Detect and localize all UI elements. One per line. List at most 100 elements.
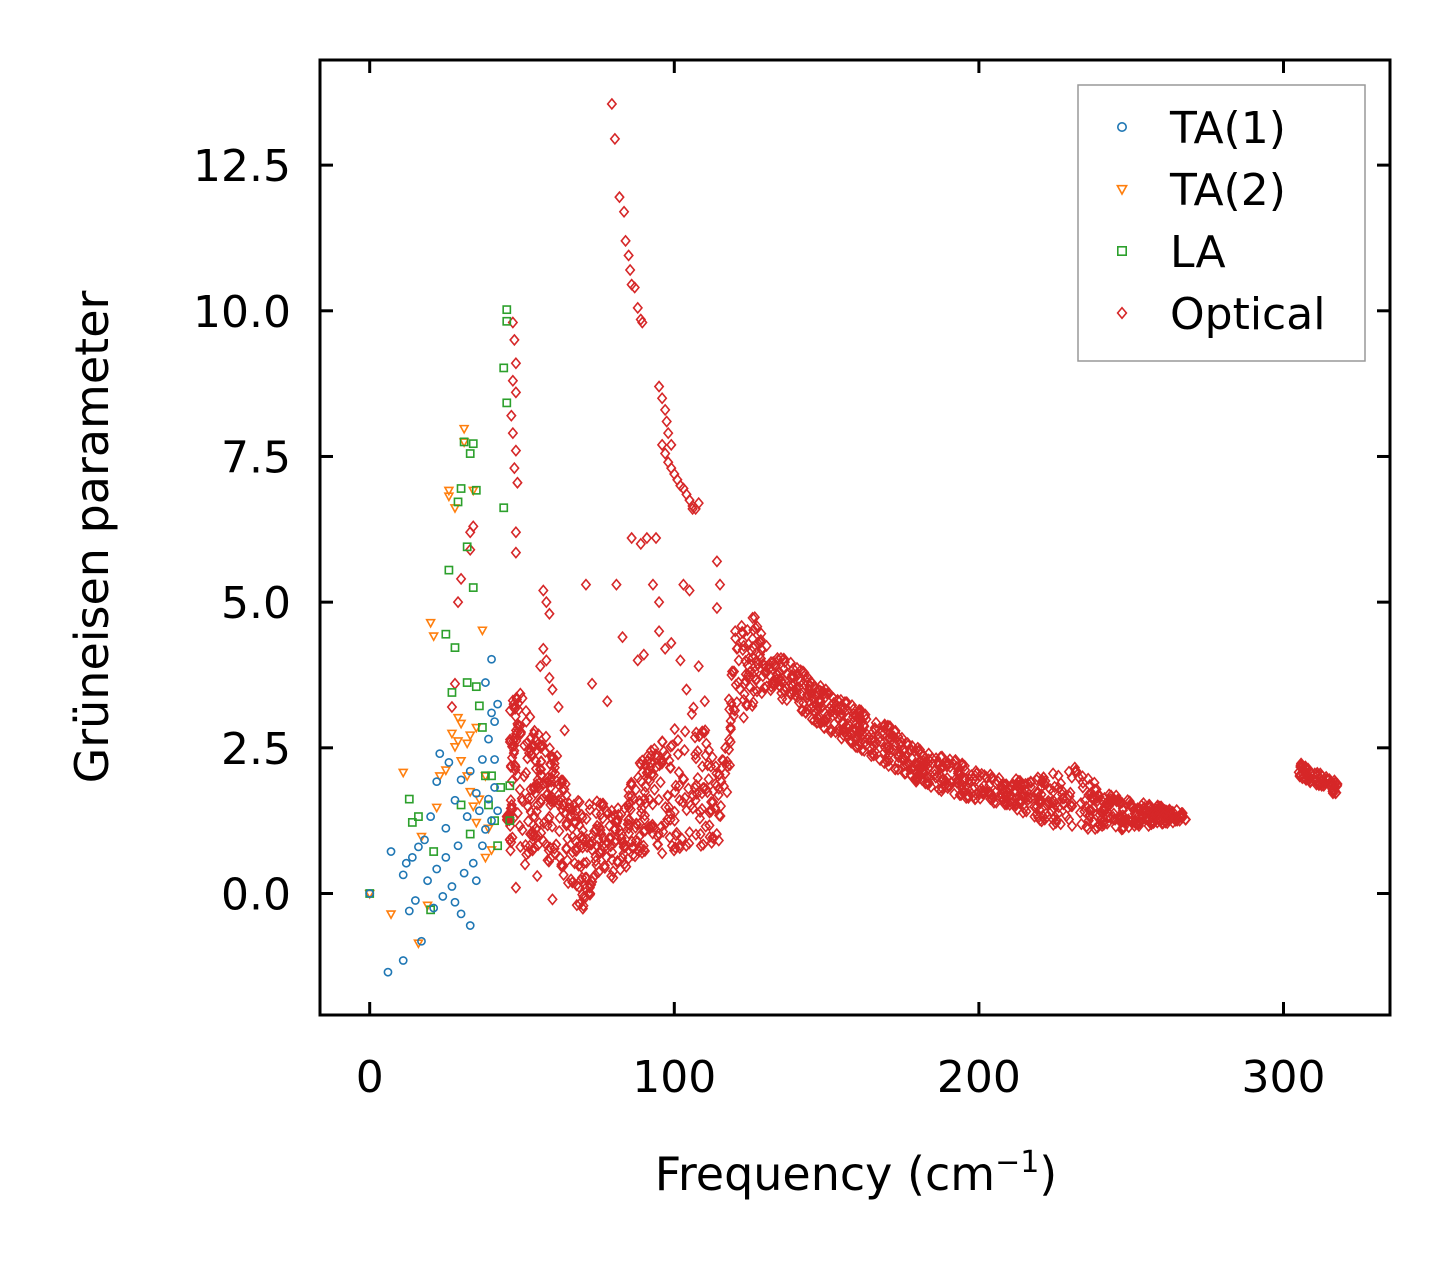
marker-ta-2 (455, 719, 467, 730)
marker-ta-1 (471, 788, 481, 798)
marker-optical (741, 697, 753, 711)
marker-optical (772, 651, 783, 665)
marker-optical (713, 834, 725, 847)
marker-optical (622, 813, 634, 827)
marker-la (429, 847, 439, 856)
marker-ta-2 (480, 853, 491, 864)
marker-optical (808, 680, 820, 693)
marker-optical (796, 704, 807, 717)
marker-optical (661, 749, 672, 762)
marker-optical (591, 795, 603, 808)
marker-optical (508, 739, 519, 752)
marker-optical (578, 877, 590, 891)
marker-optical (923, 777, 935, 790)
marker-optical (684, 826, 695, 839)
marker-ta-2 (446, 729, 458, 740)
marker-optical (828, 701, 839, 715)
marker-la (453, 497, 463, 507)
marker-optical (1101, 817, 1113, 830)
marker-optical (609, 132, 621, 146)
marker-optical (711, 767, 722, 780)
marker-optical (1091, 791, 1103, 805)
marker-optical (1108, 807, 1120, 820)
marker-optical (671, 826, 682, 840)
marker-optical (829, 717, 840, 730)
marker-optical (969, 781, 980, 794)
marker-optical (606, 845, 618, 859)
marker-optical (612, 802, 624, 815)
marker-optical (523, 846, 534, 859)
marker-optical (766, 676, 778, 689)
marker-optical (937, 759, 948, 773)
marker-optical (623, 249, 634, 262)
marker-ta-1 (450, 897, 460, 907)
marker-optical (581, 856, 592, 869)
marker-optical (862, 733, 873, 746)
marker-optical (639, 792, 650, 806)
marker-optical (1046, 805, 1057, 818)
marker-optical (866, 749, 877, 763)
marker-optical (755, 636, 766, 649)
marker-optical (1013, 779, 1024, 792)
marker-optical (663, 754, 675, 767)
marker-la (474, 701, 484, 711)
marker-optical (633, 794, 645, 808)
marker-optical (603, 831, 615, 845)
marker-optical (535, 796, 546, 809)
marker-la (456, 484, 466, 493)
marker-ta-1 (487, 816, 496, 826)
marker-optical (506, 409, 517, 422)
marker-ta-2 (385, 910, 397, 920)
marker-optical (933, 767, 945, 781)
marker-optical (966, 768, 977, 782)
marker-optical (570, 815, 581, 829)
marker-ta-2 (449, 742, 461, 753)
marker-optical (723, 743, 735, 756)
marker-optical (941, 757, 953, 771)
marker-optical (1021, 805, 1032, 818)
marker-optical (707, 795, 719, 809)
marker-optical (734, 682, 745, 696)
marker-optical (812, 700, 824, 714)
marker-optical (699, 694, 711, 708)
marker-optical (617, 630, 628, 644)
y-tick-label: 2.5 (221, 724, 291, 775)
marker-optical (631, 817, 643, 831)
marker-ta-2 (458, 424, 470, 435)
marker-optical (1025, 776, 1037, 790)
axis-ticks: 0 100 200 300 0.0 2.5 5.0 7.5 10.0 12.5 (193, 60, 1390, 1103)
marker-optical (914, 743, 926, 756)
marker-optical (532, 838, 544, 852)
marker-optical (661, 813, 673, 826)
marker-optical (1039, 813, 1050, 826)
marker-la (502, 305, 512, 315)
marker-optical (687, 502, 698, 516)
marker-optical (925, 780, 937, 794)
marker-optical (584, 837, 595, 851)
marker-optical (844, 734, 856, 748)
marker-optical (870, 716, 882, 730)
marker-optical (1095, 805, 1107, 819)
marker-optical (815, 695, 827, 709)
marker-optical (643, 772, 654, 785)
marker-optical (879, 756, 890, 770)
marker-optical (877, 728, 888, 742)
marker-optical (1103, 788, 1115, 801)
marker-optical (505, 844, 516, 857)
marker-optical (725, 721, 736, 734)
marker-optical (693, 660, 704, 673)
marker-optical (855, 704, 867, 717)
marker-ta-1 (474, 806, 484, 816)
marker-optical (623, 827, 635, 840)
marker-optical (522, 800, 534, 813)
marker-optical (889, 762, 900, 776)
marker-optical (506, 774, 518, 788)
marker-ta-1 (438, 892, 448, 901)
marker-ta-1 (493, 806, 503, 816)
marker-optical (868, 749, 879, 762)
marker-optical (656, 847, 668, 860)
marker-optical (510, 525, 522, 539)
marker-optical (897, 743, 908, 757)
marker-optical (1056, 784, 1068, 797)
marker-ta-1 (410, 896, 420, 905)
